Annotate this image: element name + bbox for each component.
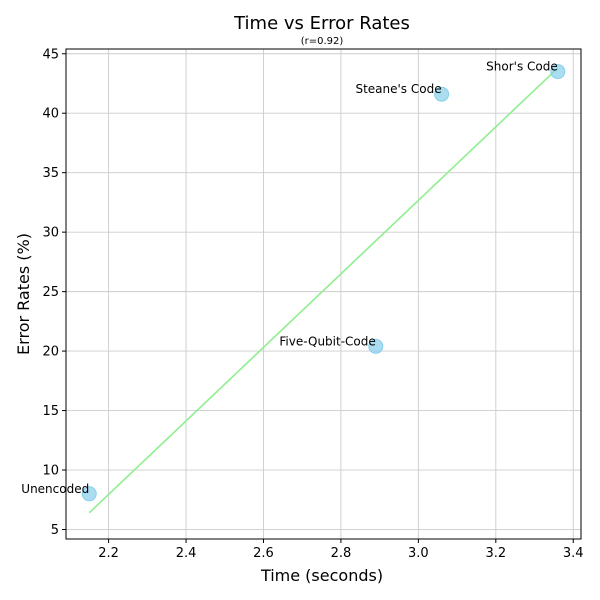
x-tick-label: 3.2: [485, 546, 506, 561]
data-point-label: Unencoded: [21, 482, 89, 496]
x-axis-ticks: 2.2 2.4 2.6 2.8 3.0 3.2 3.4: [98, 539, 584, 561]
x-tick-label: 3.4: [563, 546, 584, 561]
y-tick-label: 20: [42, 345, 59, 360]
y-tick-label: 45: [42, 47, 59, 62]
data-point-label: Steane's Code: [355, 82, 441, 96]
data-point: [368, 338, 384, 354]
y-tick-label: 10: [42, 464, 59, 479]
data-point-label: Shor's Code: [486, 60, 558, 74]
y-tick-label: 40: [42, 107, 59, 122]
y-axis-label: Error Rates (%): [14, 233, 33, 355]
y-tick-label: 15: [42, 404, 59, 419]
data-point-label: Five-Qubit-Code: [279, 334, 375, 348]
trend-line: [88, 67, 559, 514]
chart-title: Time vs Error Rates: [233, 13, 410, 34]
x-tick-label: 2.6: [253, 546, 274, 561]
x-tick-label: 2.8: [331, 546, 352, 561]
y-tick-label: 25: [42, 285, 59, 300]
data-points: [81, 64, 566, 502]
y-tick-label: 5: [51, 523, 59, 538]
data-point: [550, 64, 566, 80]
x-axis-label: Time (seconds): [260, 566, 383, 585]
x-tick-label: 2.2: [98, 546, 119, 561]
x-tick-label: 2.4: [176, 546, 197, 561]
data-point: [81, 486, 97, 502]
y-axis-ticks: 5 10 15 20 25 30 35 40 45: [42, 47, 66, 538]
plot-frame: [65, 48, 582, 540]
x-tick-label: 3.0: [408, 546, 429, 561]
grid: [66, 49, 581, 539]
chart-subtitle: (r=0.92): [301, 36, 344, 47]
point-labels: Unencoded Five-Qubit-Code Steane's Code Sho…: [21, 60, 557, 496]
data-point: [434, 86, 450, 102]
y-tick-label: 35: [42, 166, 59, 181]
y-tick-label: 30: [42, 226, 59, 241]
